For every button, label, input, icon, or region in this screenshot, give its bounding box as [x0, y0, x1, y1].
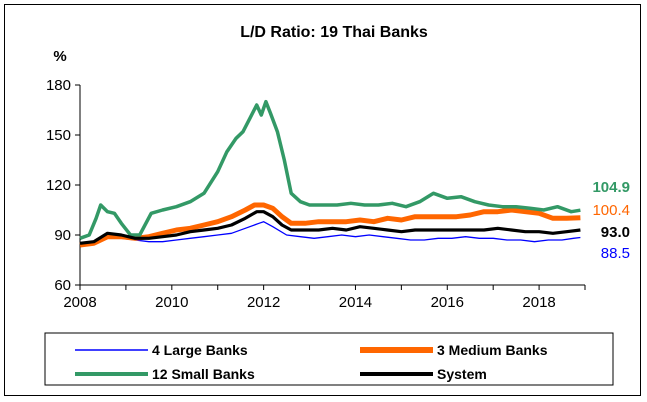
x-tick-label: 2016 — [431, 294, 464, 311]
end-label-system: 93.0 — [601, 224, 630, 241]
x-tick-label: 2018 — [522, 294, 555, 311]
series-line-medium — [79, 202, 581, 248]
x-tick-label: 2012 — [247, 294, 280, 311]
end-value-labels: 104.9 100.4 93.0 88.5 — [592, 179, 630, 262]
legend-label-small: 12 Small Banks — [152, 366, 255, 382]
y-tick-label: 180 — [46, 77, 71, 94]
legend-label-system: System — [437, 366, 487, 382]
legend-label-large: 4 Large Banks — [152, 342, 248, 358]
y-tick-label: 90 — [54, 227, 71, 244]
legend-label-medium: 3 Medium Banks — [437, 342, 548, 358]
end-label-medium: 100.4 — [592, 202, 630, 219]
chart-title: L/D Ratio: 19 Thai Banks — [240, 24, 428, 41]
series-line-system — [79, 210, 581, 245]
x-tick-label: 2008 — [63, 294, 96, 311]
y-tick-label: 150 — [46, 127, 71, 144]
y-tick-label: 120 — [46, 177, 71, 194]
x-tick-label: 2010 — [155, 294, 188, 311]
y-tick-label: 60 — [54, 277, 71, 294]
y-axis-unit-label: % — [53, 48, 66, 65]
plot-area: 60 90 120 150 180 2008 2010 2012 2014 2016 2018 — [46, 77, 586, 311]
end-label-small: 104.9 — [592, 179, 630, 196]
series-line-large — [79, 221, 581, 244]
series-line-small — [79, 99, 581, 240]
end-label-large: 88.5 — [601, 245, 630, 262]
x-tick-label: 2014 — [339, 294, 372, 311]
legend-box — [44, 332, 614, 386]
chart-frame — [4, 4, 641, 396]
